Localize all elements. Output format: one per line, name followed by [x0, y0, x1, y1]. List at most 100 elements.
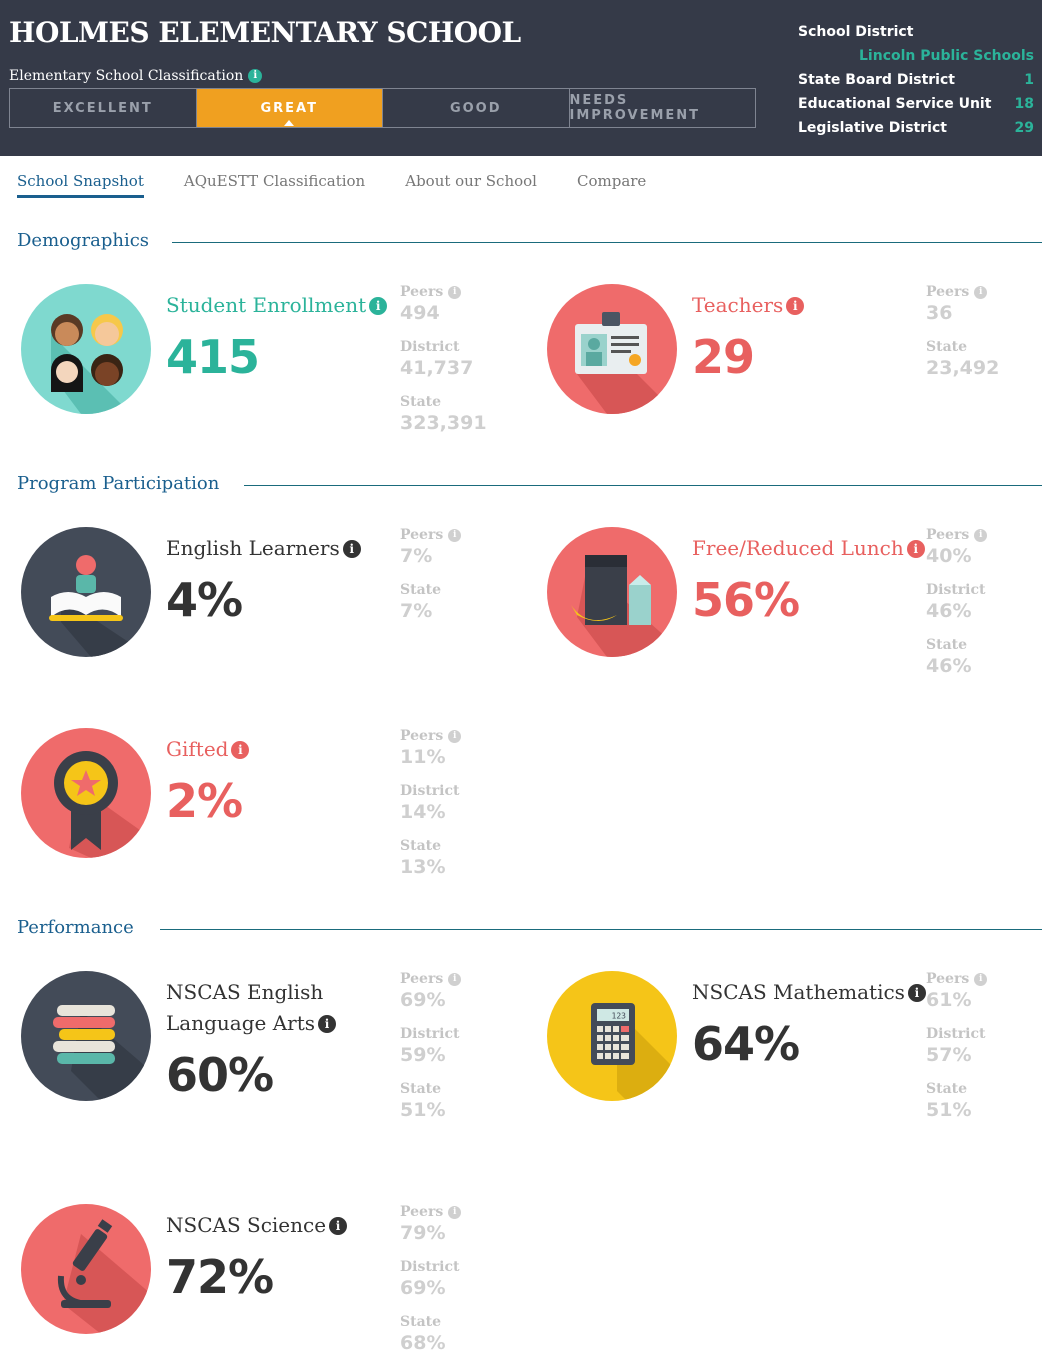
district-info: School District Lincoln Public Schools S…	[798, 20, 1034, 140]
school-name: HOLMES ELEMENTARY SCHOOL	[9, 16, 521, 49]
info-icon[interactable]: i	[786, 297, 805, 315]
stat-label-text: Free/Reduced Lunch	[692, 536, 904, 560]
stat-label: Free/Reduced Lunch i	[692, 533, 942, 564]
legislative-label: Legislative District	[798, 120, 947, 136]
stat-label-text: English Learners	[166, 536, 340, 560]
comparison-district: District 41,737	[400, 339, 487, 394]
comparison-state: State 7%	[400, 582, 461, 637]
state-value: 68%	[400, 1332, 446, 1354]
stat-label: NSCAS Science i	[166, 1210, 406, 1241]
reading-book-icon	[21, 527, 151, 657]
rating-needs-improvement: NEEDS IMPROVEMENT	[569, 93, 701, 123]
info-icon[interactable]: i	[448, 528, 462, 542]
card-free-reduced-lunch: Free/Reduced Lunch i 56% Peers i 40% Distri…	[547, 527, 1042, 687]
legislative-value: 29	[1014, 120, 1034, 136]
info-icon[interactable]: i	[448, 1205, 462, 1219]
tab-about-our-school[interactable]: About our School	[405, 172, 537, 190]
state-value: 51%	[926, 1099, 972, 1121]
info-icon[interactable]: i	[369, 297, 388, 315]
peers-label: Peers	[400, 527, 444, 543]
district-value: 69%	[400, 1277, 446, 1299]
peers-label: Peers	[400, 284, 444, 300]
comparison-peers: Peers i 494	[400, 284, 487, 339]
microscope-icon	[21, 1204, 151, 1334]
info-icon[interactable]: i	[448, 729, 462, 743]
calculator-display-text: 123	[612, 1012, 627, 1021]
comparison-state: State 13%	[400, 838, 461, 893]
district-label: District	[926, 1026, 986, 1042]
info-icon[interactable]: i	[906, 540, 925, 558]
section-title-program-participation: Program Participation	[17, 473, 220, 494]
comparison-state: State 46%	[926, 637, 987, 692]
comparison-peers: Peers i 7%	[400, 527, 462, 582]
info-icon[interactable]: i	[974, 285, 988, 299]
district-value: 57%	[926, 1044, 972, 1066]
stat-label-text: Student Enrollment	[166, 293, 367, 317]
card-english-learners: English Learners i 4% Peers i 7% State 7%	[21, 527, 521, 687]
state-board-row: State Board District 1	[798, 68, 1034, 92]
info-icon[interactable]: i	[329, 1217, 348, 1235]
state-label: State	[926, 637, 968, 653]
info-icon[interactable]: i	[231, 741, 250, 759]
info-icon[interactable]: i	[318, 1015, 336, 1033]
comparison-list: Peers i 40% District 46% State 46%	[926, 527, 988, 692]
stat-label: Teachers i	[692, 290, 932, 321]
info-icon[interactable]: i	[907, 984, 926, 1002]
section-divider	[172, 242, 1042, 243]
tab-school-snapshot[interactable]: School Snapshot	[17, 172, 144, 198]
comparison-district: District 59%	[400, 1026, 461, 1081]
award-ribbon-icon	[21, 728, 151, 858]
esu-value: 18	[1014, 96, 1034, 112]
section-title-performance: Performance	[17, 917, 134, 938]
tab-aquestt-classification[interactable]: AQuESTT Classification	[183, 172, 366, 190]
district-label: District	[400, 783, 460, 799]
comparison-peers: Peers i 36	[926, 284, 999, 339]
state-value: 323,391	[400, 412, 487, 434]
esu-row: Educational Service Unit 18	[798, 92, 1034, 116]
rating-great: GREAT	[196, 89, 383, 127]
peers-label: Peers	[400, 971, 444, 987]
info-icon[interactable]: i	[342, 540, 361, 558]
card-student-enrollment: Student Enrollment i 415 Peers i 494 Distri…	[21, 284, 521, 444]
state-board-label: State Board District	[798, 72, 955, 88]
info-icon[interactable]: i	[974, 528, 988, 542]
comparison-district: District 57%	[926, 1026, 987, 1081]
card-nscas-ela: NSCAS English Language Arts i 60% Peers i 6…	[21, 971, 521, 1131]
state-label: State	[926, 1081, 968, 1097]
comparison-list: Peers i 11% District 14% State 13%	[400, 728, 462, 893]
stat-label-text: Gifted	[166, 737, 229, 761]
classification-label-text: Elementary School Classification	[9, 68, 244, 84]
school-header: HOLMES ELEMENTARY SCHOOL Elementary Scho…	[0, 0, 1042, 156]
district-label: District	[400, 1259, 460, 1275]
info-icon[interactable]: i	[248, 69, 263, 83]
stat-value: 64%	[692, 1017, 800, 1071]
legislative-row: Legislative District 29	[798, 116, 1034, 140]
state-value: 13%	[400, 856, 446, 878]
comparison-state: State 51%	[926, 1081, 987, 1136]
comparison-state: State 51%	[400, 1081, 461, 1136]
info-icon[interactable]: i	[448, 972, 462, 986]
section-title-demographics: Demographics	[17, 230, 150, 251]
comparison-list: Peers i 69% District 59% State 51%	[400, 971, 462, 1136]
stat-label: Gifted i	[166, 734, 406, 765]
state-label: State	[400, 838, 442, 854]
comparison-peers: Peers i 79%	[400, 1204, 462, 1259]
section-divider	[244, 485, 1042, 486]
stat-value: 72%	[166, 1250, 274, 1304]
section-divider	[160, 929, 1042, 930]
comparison-list: Peers i 36 State 23,492	[926, 284, 999, 394]
district-label: District	[400, 339, 460, 355]
classification-rating-bar: EXCELLENT GREAT GOOD NEEDS IMPROVEMENT	[9, 88, 756, 128]
info-icon[interactable]: i	[448, 285, 462, 299]
stat-label-text: Teachers	[692, 293, 784, 317]
peers-label: Peers	[926, 971, 970, 987]
comparison-list: Peers i 79% District 69% State 68%	[400, 1204, 462, 1366]
info-icon[interactable]: i	[974, 972, 988, 986]
tab-compare[interactable]: Compare	[576, 172, 647, 190]
state-label: State	[400, 582, 442, 598]
district-value: 14%	[400, 801, 446, 823]
peers-value: 79%	[400, 1222, 446, 1244]
stat-label: English Learners i	[166, 533, 406, 564]
school-district-link[interactable]: Lincoln Public Schools	[859, 48, 1034, 64]
district-value: 46%	[926, 600, 972, 622]
